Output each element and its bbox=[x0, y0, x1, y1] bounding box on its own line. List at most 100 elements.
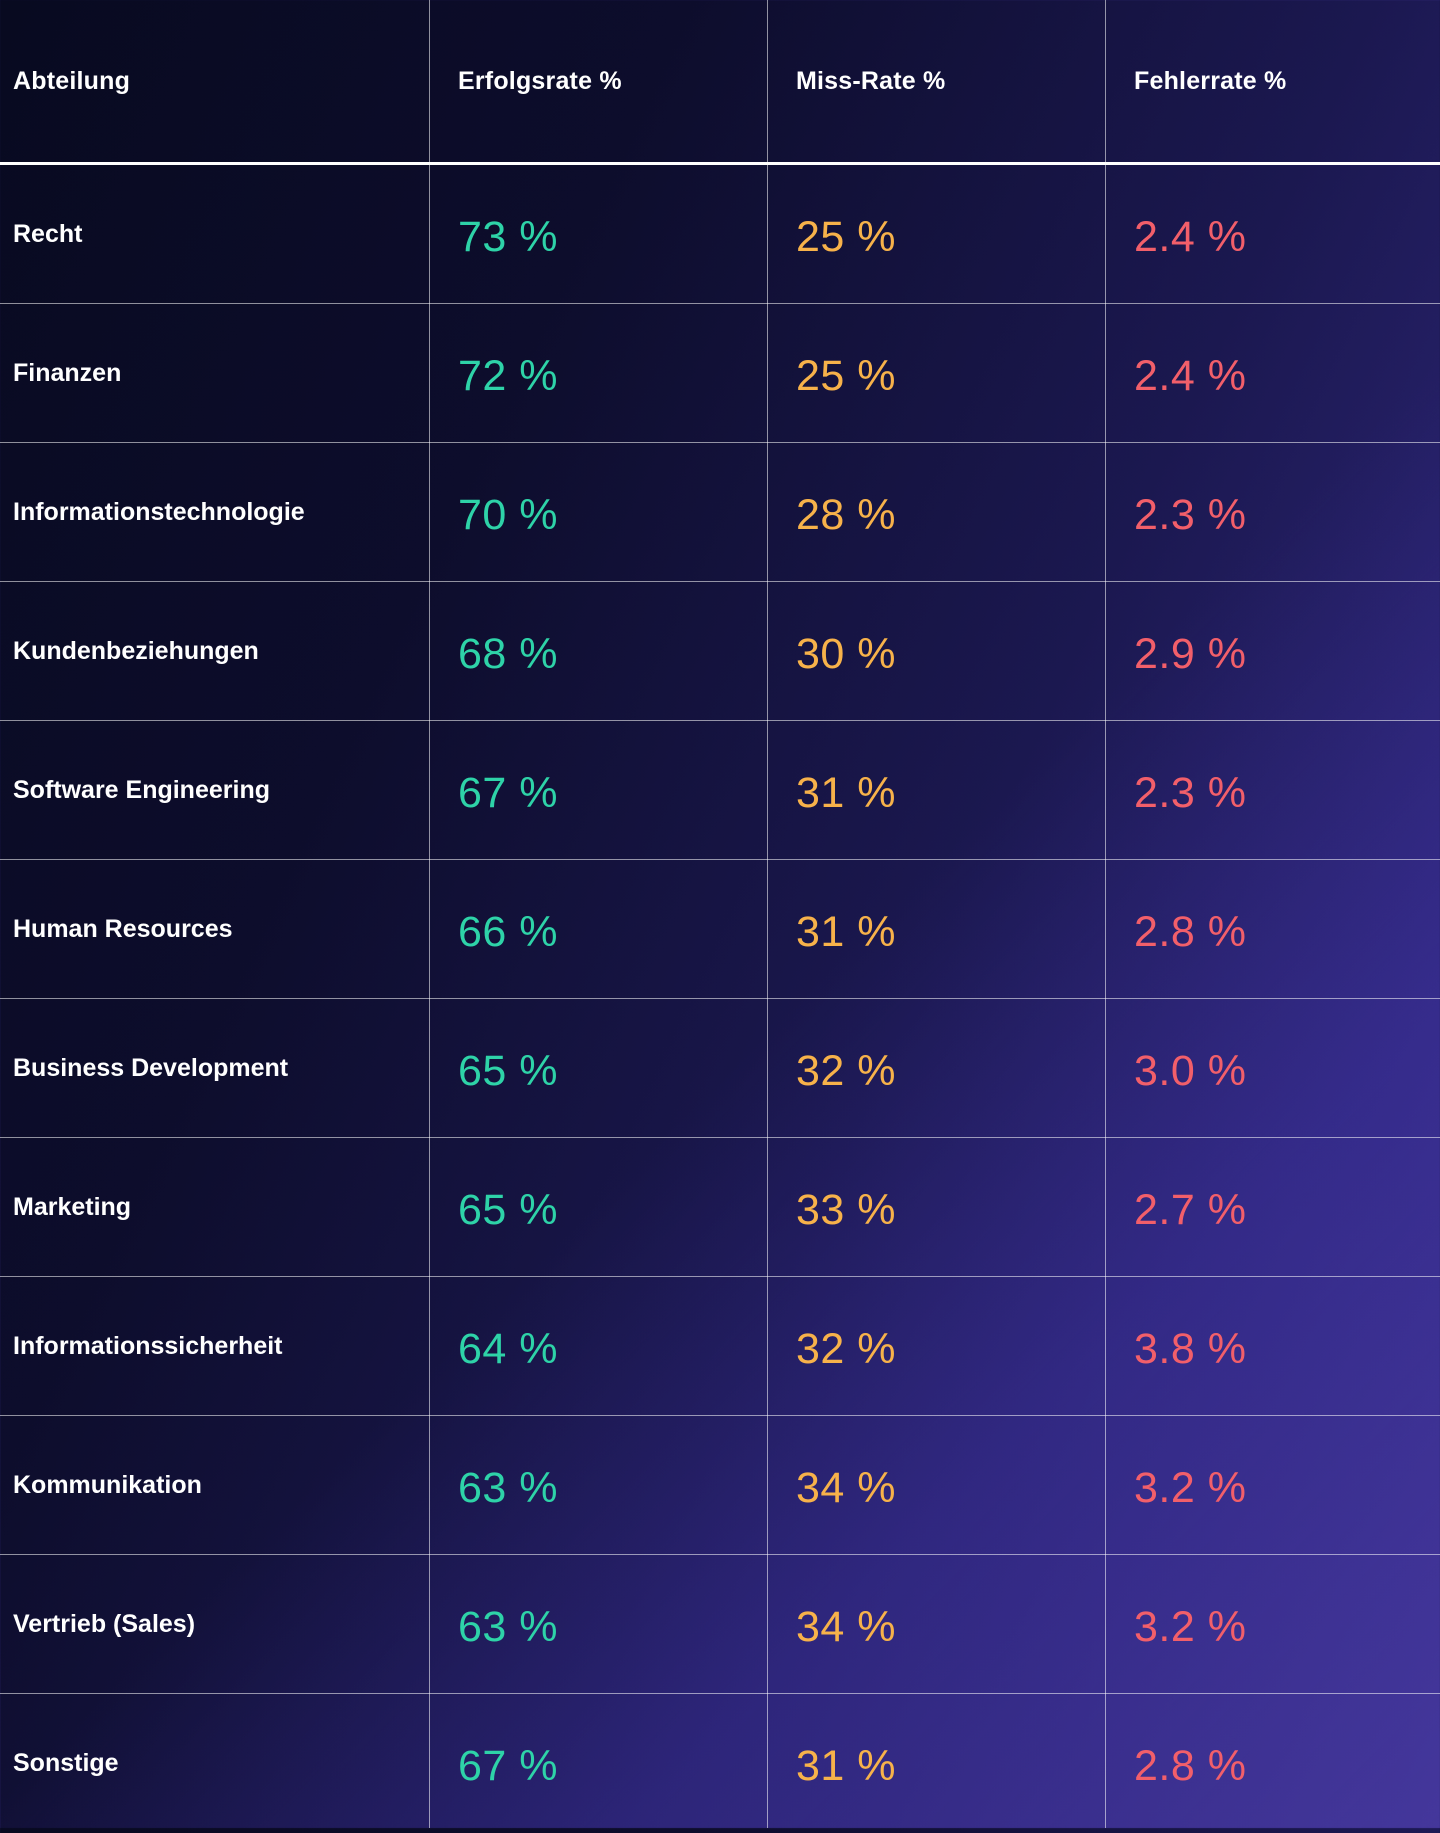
miss-rate-cell-value: 28 % bbox=[796, 490, 897, 539]
column-divider bbox=[429, 0, 430, 1828]
miss-rate-cell-value: 32 % bbox=[796, 1046, 897, 1095]
error-rate-cell: 3.0 % bbox=[1105, 999, 1440, 1137]
department-cell: Informationssicherheit bbox=[0, 1277, 429, 1415]
success-rate-cell: 72 % bbox=[429, 304, 767, 442]
header-success-rate: Erfolgsrate % bbox=[429, 0, 767, 162]
miss-rate-cell-value: 31 % bbox=[796, 907, 897, 956]
error-rate-cell-value: 2.8 % bbox=[1134, 1742, 1247, 1790]
error-rate-cell-value: 2.4 % bbox=[1134, 351, 1247, 400]
success-rate-cell: 65 % bbox=[429, 1138, 767, 1276]
miss-rate-cell-value: 25 % bbox=[796, 212, 897, 261]
department-cell-value: Marketing bbox=[13, 1192, 132, 1221]
success-rate-cell: 73 % bbox=[429, 165, 767, 303]
header-error-rate: Fehlerrate % bbox=[1105, 0, 1440, 162]
miss-rate-cell: 25 % bbox=[767, 165, 1105, 303]
miss-rate-cell-value: 32 % bbox=[796, 1324, 897, 1373]
table-row: Sonstige 67 % 31 % 2.8 % bbox=[0, 1694, 1440, 1833]
column-divider bbox=[1105, 0, 1106, 1828]
department-cell: Kommunikation bbox=[0, 1416, 429, 1554]
error-rate-cell-value: 2.8 % bbox=[1134, 907, 1247, 956]
error-rate-cell: 2.4 % bbox=[1105, 304, 1440, 442]
error-rate-cell-value: 2.9 % bbox=[1134, 629, 1247, 678]
miss-rate-cell: 30 % bbox=[767, 582, 1105, 720]
table-row: Marketing 65 % 33 % 2.7 % bbox=[0, 1138, 1440, 1277]
success-rate-cell: 63 % bbox=[429, 1555, 767, 1693]
success-rate-cell-value: 67 % bbox=[458, 1742, 559, 1790]
miss-rate-cell: 25 % bbox=[767, 304, 1105, 442]
success-rate-cell: 63 % bbox=[429, 1416, 767, 1554]
success-rate-cell-value: 64 % bbox=[458, 1324, 559, 1373]
department-cell-value: Informationstechnologie bbox=[13, 497, 305, 526]
error-rate-cell: 2.4 % bbox=[1105, 165, 1440, 303]
department-cell-value: Sonstige bbox=[13, 1749, 119, 1777]
success-rate-cell-value: 63 % bbox=[458, 1602, 559, 1651]
error-rate-cell-value: 3.0 % bbox=[1134, 1046, 1247, 1095]
error-rate-cell: 2.3 % bbox=[1105, 721, 1440, 859]
department-cell: Sonstige bbox=[0, 1694, 429, 1833]
success-rate-cell: 64 % bbox=[429, 1277, 767, 1415]
table-row: Human Resources 66 % 31 % 2.8 % bbox=[0, 860, 1440, 999]
miss-rate-cell-value: 31 % bbox=[796, 768, 897, 817]
miss-rate-cell: 31 % bbox=[767, 860, 1105, 998]
department-cell: Vertrieb (Sales) bbox=[0, 1555, 429, 1693]
miss-rate-cell-value: 25 % bbox=[796, 351, 897, 400]
miss-rate-cell: 31 % bbox=[767, 721, 1105, 859]
error-rate-cell-value: 3.2 % bbox=[1134, 1602, 1247, 1651]
department-cell: Software Engineering bbox=[0, 721, 429, 859]
success-rate-cell: 70 % bbox=[429, 443, 767, 581]
miss-rate-cell: 34 % bbox=[767, 1416, 1105, 1554]
success-rate-cell: 68 % bbox=[429, 582, 767, 720]
error-rate-cell: 2.8 % bbox=[1105, 860, 1440, 998]
department-cell-value: Kundenbeziehungen bbox=[13, 636, 259, 665]
department-cell: Marketing bbox=[0, 1138, 429, 1276]
department-cell: Informationstechnologie bbox=[0, 443, 429, 581]
miss-rate-cell-value: 34 % bbox=[796, 1463, 897, 1512]
success-rate-cell-value: 73 % bbox=[458, 212, 559, 261]
success-rate-cell-value: 65 % bbox=[458, 1046, 559, 1095]
error-rate-cell-value: 3.2 % bbox=[1134, 1463, 1247, 1512]
department-cell: Recht bbox=[0, 165, 429, 303]
success-rate-cell-value: 72 % bbox=[458, 351, 559, 400]
miss-rate-cell: 28 % bbox=[767, 443, 1105, 581]
miss-rate-cell-value: 34 % bbox=[796, 1602, 897, 1651]
error-rate-cell: 3.2 % bbox=[1105, 1555, 1440, 1693]
column-divider bbox=[767, 0, 768, 1828]
success-rate-cell-value: 67 % bbox=[458, 768, 559, 817]
table-row: Informationssicherheit 64 % 32 % 3.8 % bbox=[0, 1277, 1440, 1416]
header-miss-rate: Miss-Rate % bbox=[767, 0, 1105, 162]
miss-rate-cell: 32 % bbox=[767, 1277, 1105, 1415]
success-rate-cell-value: 63 % bbox=[458, 1463, 559, 1512]
success-rate-cell: 66 % bbox=[429, 860, 767, 998]
error-rate-cell: 3.2 % bbox=[1105, 1416, 1440, 1554]
department-cell-value: Kommunikation bbox=[13, 1470, 202, 1499]
header-department: Abteilung bbox=[0, 0, 429, 162]
table-row: Recht 73 % 25 % 2.4 % bbox=[0, 165, 1440, 304]
miss-rate-cell: 32 % bbox=[767, 999, 1105, 1137]
error-rate-cell: 2.9 % bbox=[1105, 582, 1440, 720]
department-cell-value: Finanzen bbox=[13, 358, 122, 387]
table-row: Software Engineering 67 % 31 % 2.3 % bbox=[0, 721, 1440, 860]
error-rate-cell: 2.7 % bbox=[1105, 1138, 1440, 1276]
department-cell-value: Informationssicherheit bbox=[13, 1331, 283, 1360]
success-rate-cell-value: 66 % bbox=[458, 907, 559, 956]
department-cell: Business Development bbox=[0, 999, 429, 1137]
header-label: Erfolgsrate % bbox=[458, 66, 622, 95]
department-cell-value: Business Development bbox=[13, 1053, 289, 1082]
department-cell-value: Human Resources bbox=[13, 914, 233, 943]
miss-rate-cell: 34 % bbox=[767, 1555, 1105, 1693]
miss-rate-cell-value: 33 % bbox=[796, 1185, 897, 1234]
error-rate-cell-value: 2.3 % bbox=[1134, 768, 1247, 817]
table-row: Informationstechnologie 70 % 28 % 2.3 % bbox=[0, 443, 1440, 582]
table-row: Business Development 65 % 32 % 3.0 % bbox=[0, 999, 1440, 1138]
department-cell: Finanzen bbox=[0, 304, 429, 442]
department-cell-value: Software Engineering bbox=[13, 775, 270, 804]
table-row: Kommunikation 63 % 34 % 3.2 % bbox=[0, 1416, 1440, 1555]
error-rate-cell-value: 3.8 % bbox=[1134, 1324, 1247, 1373]
success-rate-cell: 67 % bbox=[429, 1694, 767, 1833]
error-rate-cell-value: 2.7 % bbox=[1134, 1185, 1247, 1234]
table-row: Kundenbeziehungen 68 % 30 % 2.9 % bbox=[0, 582, 1440, 721]
error-rate-cell: 2.8 % bbox=[1105, 1694, 1440, 1833]
error-rate-cell-value: 2.4 % bbox=[1134, 212, 1247, 261]
header-label: Fehlerrate % bbox=[1134, 66, 1287, 95]
